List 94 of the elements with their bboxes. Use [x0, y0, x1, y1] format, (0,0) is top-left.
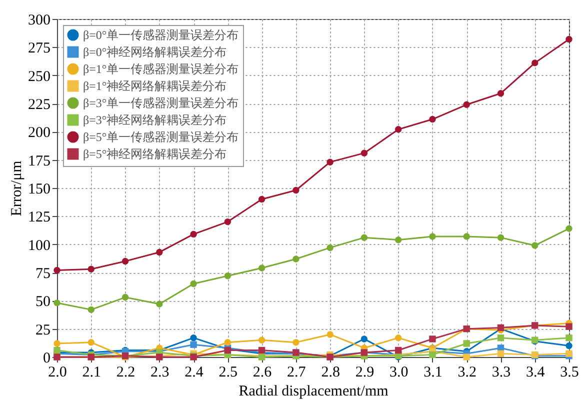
y-tick-label: 25 — [36, 322, 50, 338]
x-tick-label: 3.2 — [458, 364, 476, 380]
y-tick-label: 150 — [28, 182, 50, 198]
point — [156, 300, 163, 308]
point — [566, 323, 572, 330]
point — [429, 336, 436, 342]
x-tick-label: 2.2 — [116, 364, 136, 380]
point — [190, 334, 197, 342]
point — [224, 339, 232, 346]
point — [292, 339, 300, 346]
x-tick-label: 2.6 — [252, 364, 272, 380]
point — [190, 280, 197, 288]
point — [258, 336, 266, 344]
point — [292, 256, 300, 262]
point — [326, 158, 334, 166]
point — [360, 150, 368, 156]
point — [224, 272, 232, 280]
x-tick-label: 3.0 — [389, 364, 408, 380]
legend-label: β=5°单一传感器测量误差分布 — [83, 130, 239, 144]
point — [122, 294, 129, 301]
point — [566, 342, 572, 350]
point — [463, 340, 470, 347]
y-tick-label: 250 — [28, 68, 50, 85]
point — [429, 351, 436, 358]
point — [292, 186, 300, 194]
point — [497, 234, 504, 241]
point — [54, 300, 60, 306]
x-tick-label: 3.4 — [526, 364, 546, 380]
x-tick-label: 2.7 — [287, 364, 306, 380]
y-tick-label: 275 — [28, 40, 50, 57]
legend-label: β=1°单一传感器测量误差分布 — [83, 62, 239, 76]
y-tick-label: 50 — [36, 294, 50, 310]
point — [326, 244, 334, 252]
point — [190, 341, 197, 348]
point — [258, 264, 266, 272]
point — [463, 233, 470, 240]
y-tick-label: 125 — [28, 210, 50, 226]
x-tick-label: 2.4 — [184, 364, 204, 380]
point — [224, 218, 232, 226]
y-tick-label: 300 — [28, 12, 50, 28]
legend-label: β=1°神经网络解耦误差分布 — [83, 79, 227, 93]
point — [190, 230, 197, 238]
legend-label: β=0°神经网络解耦误差分布 — [83, 45, 227, 59]
point — [394, 346, 402, 354]
point — [326, 331, 334, 338]
x-tick-label: 2.8 — [321, 364, 340, 380]
point — [566, 334, 572, 342]
y-tick-label: 225 — [28, 97, 50, 113]
x-tick-label: 3.5 — [560, 364, 579, 380]
legend-label: β=3°单一传感器测量误差分布 — [83, 96, 239, 110]
x-tick-label: 2.9 — [355, 364, 374, 380]
point — [54, 346, 60, 354]
x-tick-label: 2.1 — [82, 364, 102, 380]
y-axis-title: Error/μm — [9, 160, 25, 216]
x-tick-label: 2.5 — [218, 364, 238, 380]
point — [497, 90, 504, 97]
y-tick-label: 0 — [43, 350, 50, 366]
point — [497, 334, 504, 342]
x-tick-label: 2.0 — [48, 364, 67, 380]
point — [429, 233, 436, 240]
y-tick-label: 100 — [28, 238, 50, 254]
point — [429, 116, 436, 123]
point — [394, 334, 402, 342]
point — [360, 234, 368, 241]
point — [360, 336, 368, 342]
point — [532, 242, 538, 249]
point — [566, 36, 572, 43]
legend-label: β=0°单一传感器测量误差分布 — [83, 28, 239, 42]
point — [566, 350, 572, 357]
point — [497, 350, 504, 357]
point — [258, 346, 266, 354]
x-tick-label: 2.3 — [150, 364, 170, 380]
y-tick-label: 200 — [28, 125, 50, 142]
point — [566, 225, 572, 232]
x-tick-label: 3.3 — [492, 364, 511, 380]
y-tick-label: 175 — [28, 153, 50, 170]
y-tick-label: 75 — [36, 266, 50, 282]
point — [532, 60, 538, 66]
point — [88, 266, 94, 272]
point — [54, 266, 60, 274]
point — [394, 236, 402, 244]
legend-label: β=3°神经网络解耦误差分布 — [83, 113, 227, 127]
point — [156, 248, 163, 256]
x-axis-title: Radial displacement/mm — [238, 384, 389, 400]
point — [54, 340, 60, 347]
point — [122, 258, 129, 265]
x-tick-label: 3.1 — [424, 364, 442, 380]
point — [463, 354, 470, 360]
point — [258, 196, 266, 203]
point — [394, 126, 402, 133]
legend-label: β=5°神经网络解耦误差分布 — [83, 147, 227, 161]
point — [463, 101, 470, 108]
point — [88, 339, 94, 346]
point — [88, 306, 94, 314]
